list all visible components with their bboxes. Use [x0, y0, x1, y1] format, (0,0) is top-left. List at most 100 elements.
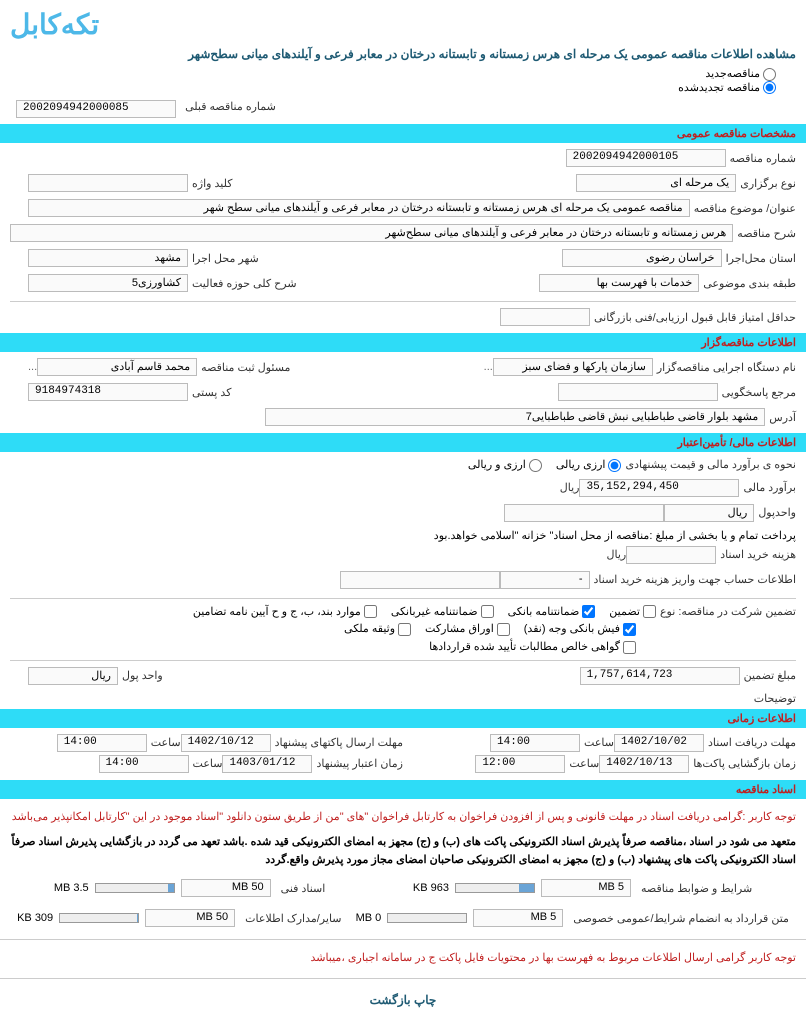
docs-note2: متعهد می شود در اسناد ،مناقصه صرفاً پذیر…: [0, 830, 806, 873]
size-f4: 309 KB: [17, 912, 53, 924]
lbl-remarks: توضیحات: [754, 692, 796, 705]
lbl-guarantee: تضمین شرکت در مناقصه: نوع: [660, 605, 796, 618]
file-terms: شرایط و ضوابط مناقصه 5 MB 963 KB: [413, 879, 752, 897]
val-postal: 9184974318: [28, 383, 188, 401]
radio-currency-2[interactable]: ارزی و ریالی: [468, 458, 542, 472]
size-f3: 0 MB: [356, 912, 382, 924]
footer-links[interactable]: چاپ بازگشت: [0, 985, 806, 1015]
lbl-t2t: ساعت: [151, 736, 181, 749]
radio-currency-1[interactable]: ارزی ریالی: [556, 458, 622, 472]
val-tender-number: 2002094942000105: [566, 149, 726, 167]
lbl-t4t: ساعت: [193, 757, 223, 770]
chk-g6[interactable]: وثیقه ملکی: [344, 622, 411, 636]
val-province: خراسان رضوی: [562, 249, 722, 267]
lbl-f1: شرایط و ضوابط مناقصه: [641, 882, 752, 895]
val-deposit-acc2: [340, 571, 500, 589]
section-finance: اطلاعات مالی/ تأمین‌اعتبار: [0, 433, 806, 452]
chk-g3[interactable]: موارد بند، ب، ج و ح آیین نامه تضامین: [193, 605, 377, 619]
bar-f2: [95, 883, 175, 893]
lbl-t2: مهلت ارسال پاکتهای پیشنهاد: [275, 736, 403, 749]
unit-rial2: ریال: [606, 548, 626, 561]
val-category: خدمات با فهرست بها: [539, 274, 699, 292]
section-organizer: اطلاعات مناقصه‌گزار: [0, 333, 806, 352]
chk-g5[interactable]: اوراق مشارکت: [425, 622, 510, 636]
lbl-desc: شرح مناقصه: [737, 227, 796, 240]
radio-renewed[interactable]: مناقصه تجدیدشده: [678, 82, 776, 94]
lbl-estimate: برآورد مالی: [743, 481, 796, 494]
val-t4t: 14:00: [99, 755, 189, 773]
lbl-subject: عنوان/ موضوع مناقصه: [694, 202, 796, 215]
lbl-org: نام دستگاه اجرایی مناقصه‌گزار: [657, 361, 796, 374]
logo: تکه‌کابل: [0, 0, 806, 45]
val-t2d: 1402/10/12: [181, 734, 271, 752]
size-f1: 963 KB: [413, 882, 449, 894]
lbl-f2: اسناد فنی: [281, 882, 326, 895]
treasury-note: پرداخت تمام و یا بخشی از مبلغ :مناقصه از…: [434, 529, 796, 542]
bar-f1: [455, 883, 535, 893]
chk-g7[interactable]: گواهی خالص مطالبات تأیید شده قراردادها: [429, 640, 636, 654]
ellipsis-icon[interactable]: ...: [484, 361, 493, 373]
val-org: سازمان پارکها و فضای سبز: [493, 358, 653, 376]
val-doc-cost: [626, 546, 716, 564]
val-min-score: [500, 308, 590, 326]
val-type: یک مرحله ای: [576, 174, 736, 192]
section-general: مشخصات مناقصه عمومی: [0, 124, 806, 143]
cap-f1: 5 MB: [541, 879, 631, 897]
lbl-gamount: مبلغ تضمین: [744, 669, 796, 682]
lbl-estimate-mode: نحوه ی برآورد مالی و قیمت پیشنهادی: [625, 458, 796, 471]
file-other: سایر/مدارک اطلاعات 50 MB 309 KB: [17, 909, 341, 927]
lbl-province: استان محل‌اجرا: [726, 252, 796, 265]
lbl-t1: مهلت دریافت اسناد: [708, 736, 796, 749]
lbl-f4: سایر/مدارک اطلاعات: [245, 912, 341, 925]
val-response: [558, 383, 718, 401]
val-t3t: 12:00: [475, 755, 565, 773]
chk-g0[interactable]: تضمین: [609, 605, 656, 619]
chk-g2[interactable]: ضمانتنامه غیربانکی: [391, 605, 494, 619]
lbl-type: نوع برگزاری: [740, 177, 796, 190]
lbl-t1t: ساعت: [584, 736, 614, 749]
val-gamount: 1,757,614,723: [580, 667, 740, 685]
bar-f3: [387, 913, 467, 923]
cap-f4: 50 MB: [145, 909, 235, 927]
size-f2: 3.5 MB: [54, 882, 89, 894]
val-desc: هرس زمستانه و تابستانه درختان در معابر ف…: [10, 224, 733, 242]
val-keyword: [28, 174, 188, 192]
val-deposit-acc1: -: [500, 571, 590, 589]
prev-number-label: شماره مناقصه قبلی: [185, 101, 276, 113]
val-t3d: 1402/10/13: [599, 755, 689, 773]
radio-new[interactable]: مناقصه‌جدید: [705, 68, 776, 80]
val-t1t: 14:00: [490, 734, 580, 752]
chk-g4[interactable]: فیش بانکی وجه (نقد): [524, 622, 636, 636]
page-title: مشاهده اطلاعات مناقصه عمومی یک مرحله ای …: [0, 45, 806, 63]
status-radios: مناقصه‌جدید مناقصه تجدیدشده: [0, 63, 806, 98]
docs-note3: توجه کاربر گرامی ارسال اطلاعات مربوط به …: [0, 946, 806, 972]
file-tech: اسناد فنی 50 MB 3.5 MB: [54, 879, 326, 897]
lbl-registrar: مسئول ثبت مناقصه: [201, 361, 290, 374]
lbl-min-score: حداقل امتیاز قابل قبول ارزیابی/فنی بازرگ…: [594, 311, 796, 324]
val-estimate: 35,152,294,450: [579, 479, 739, 497]
lbl-doc-cost: هزینه خرید اسناد: [720, 548, 796, 561]
lbl-category: طبقه بندی موضوعی: [703, 277, 796, 290]
val-t2t: 14:00: [57, 734, 147, 752]
lbl-postal: کد پستی: [192, 386, 231, 399]
lbl-t4: زمان اعتبار پیشنهاد: [316, 757, 403, 770]
lbl-gunit: واحد پول: [122, 669, 163, 682]
bar-f4: [59, 913, 139, 923]
lbl-t3t: ساعت: [569, 757, 599, 770]
ellipsis-icon[interactable]: ...: [28, 361, 37, 373]
val-registrar: محمد قاسم آبادی: [37, 358, 197, 376]
val-deposit-unit: ریال: [664, 504, 754, 522]
unit-rial: ریال: [560, 481, 580, 494]
lbl-deposit-acc: اطلاعات حساب جهت واریز هزینه خرید اسناد: [594, 573, 796, 586]
docs-note1: توجه کاربر :گرامی دریافت اسناد در مهلت ق…: [0, 805, 806, 831]
val-deposit-amt: [504, 504, 664, 522]
val-gunit: ریال: [28, 667, 118, 685]
chk-g1[interactable]: ضمانتنامه بانکی: [508, 605, 596, 619]
val-t4d: 1403/01/12: [222, 755, 312, 773]
val-t1d: 1402/10/02: [614, 734, 704, 752]
lbl-keyword: کلید واژه: [192, 177, 232, 190]
section-docs: اسناد مناقصه: [0, 780, 806, 799]
val-subject: مناقصه عمومی یک مرحله ای هرس زمستانه و ت…: [28, 199, 690, 217]
val-city: مشهد: [28, 249, 188, 267]
lbl-f3: متن قرارداد به انضمام شرایط/عمومی خصوصی: [573, 912, 789, 925]
